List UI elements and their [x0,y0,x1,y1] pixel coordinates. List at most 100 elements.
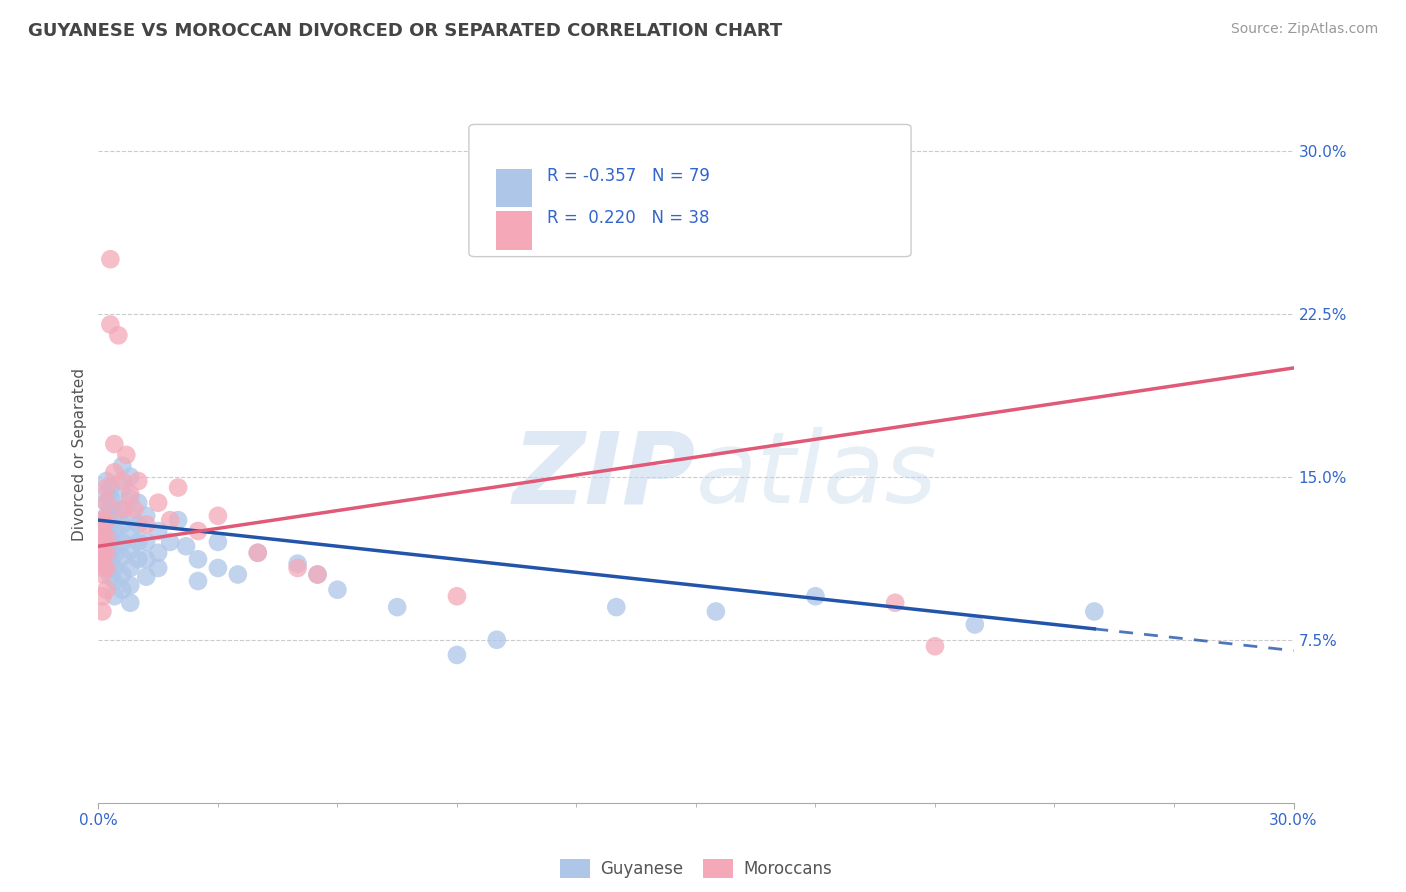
Point [605,600,627,615]
Point [246,546,269,560]
Point [98,531,122,545]
Point [307,567,329,582]
Point [124,502,146,516]
Point [167,513,190,527]
Point [91,517,114,532]
Point [111,567,134,582]
Point [96,561,118,575]
Point [120,561,142,575]
Point [91,552,114,566]
Point [103,522,125,536]
Point [111,535,134,549]
Point [187,574,209,588]
Point [287,561,309,575]
Point [103,535,125,549]
Point [91,546,114,560]
Point [96,561,118,575]
Text: R = -0.357   N = 79: R = -0.357 N = 79 [547,167,710,185]
Point [1083,605,1105,619]
Point [96,546,118,560]
Point [91,535,114,549]
Point [103,561,125,575]
Point [91,589,114,603]
Point [385,600,408,615]
Point [159,535,181,549]
Point [127,474,149,488]
Text: Source: ZipAtlas.com: Source: ZipAtlas.com [1230,22,1378,37]
Point [120,526,142,541]
Point [96,496,118,510]
Point [96,481,118,495]
Point [96,535,118,549]
Point [98,557,122,571]
Point [111,502,134,516]
Point [96,508,118,523]
Point [207,535,229,549]
FancyBboxPatch shape [496,211,533,250]
Point [103,548,125,562]
Point [96,522,118,536]
Point [91,605,114,619]
Text: atlas: atlas [696,427,938,524]
Point [91,567,114,582]
Point [111,458,134,473]
FancyBboxPatch shape [496,169,533,207]
Point [96,548,118,562]
Point [91,513,114,527]
Point [98,570,122,584]
Point [135,570,157,584]
Point [91,539,114,553]
Point [127,496,149,510]
Point [446,648,468,662]
Point [120,469,142,483]
Text: GUYANESE VS MOROCCAN DIVORCED OR SEPARATED CORRELATION CHART: GUYANESE VS MOROCCAN DIVORCED OR SEPARAT… [28,22,782,40]
Point [115,448,138,462]
Text: ZIP: ZIP [513,427,696,524]
Point [111,474,134,488]
Point [91,513,114,527]
Point [120,596,142,610]
Point [963,617,986,632]
Point [127,552,149,566]
Y-axis label: Divorced or Separated: Divorced or Separated [72,368,87,541]
Point [326,582,349,597]
Point [111,550,134,565]
Point [120,487,142,501]
Point [884,596,907,610]
Point [96,474,118,488]
Point [148,496,170,510]
Point [111,502,134,516]
Point [103,466,125,480]
Point [207,561,229,575]
Point [187,524,209,538]
Point [704,605,727,619]
Point [120,508,142,523]
Point [159,513,181,527]
Point [91,531,114,545]
Point [98,252,122,267]
Point [174,539,197,553]
Point [107,328,129,343]
Point [98,491,122,506]
Point [91,524,114,538]
Point [91,546,114,560]
Point [98,481,122,495]
Point [96,496,118,510]
Point [187,552,209,566]
Point [307,567,329,582]
Point [207,508,229,523]
Point [96,487,118,501]
Point [91,557,114,571]
Point [98,502,122,516]
Point [804,589,827,603]
Point [287,557,309,571]
Point [135,508,157,523]
Point [148,546,170,560]
Point [103,589,125,603]
Point [246,546,269,560]
Point [111,582,134,597]
FancyBboxPatch shape [470,124,911,257]
Point [120,491,142,506]
Point [148,524,170,538]
Point [127,517,149,532]
